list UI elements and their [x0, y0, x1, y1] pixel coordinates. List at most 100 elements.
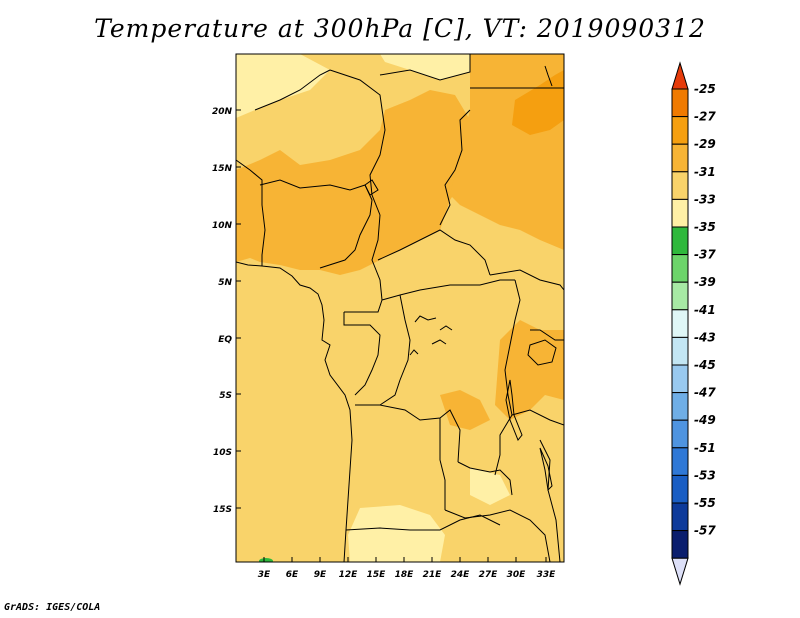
border-libya — [379, 54, 471, 81]
lake-tanganyika — [505, 379, 523, 441]
border-ethiopia — [544, 65, 553, 87]
political-boundaries — [236, 54, 564, 562]
colorbar-top-arrow — [671, 61, 689, 90]
colorbar-label: -57 — [694, 524, 716, 538]
colorbar-label: -49 — [694, 413, 716, 427]
colorbar-label: -27 — [694, 110, 716, 124]
lat-tick-label: EQ — [218, 335, 232, 345]
colorbar-label: -55 — [694, 496, 716, 510]
colorbar-label: -43 — [694, 330, 716, 344]
colorbar-label: -31 — [694, 165, 716, 179]
border-drc-west — [360, 294, 411, 406]
coastline-west — [236, 261, 353, 562]
river-fragment-2 — [409, 349, 419, 356]
border-nigeria-east — [319, 184, 373, 269]
border-chad-sudan — [439, 109, 471, 226]
lake-chad — [364, 179, 379, 196]
colorbar-swatch — [671, 281, 689, 311]
colorbar-swatch — [671, 143, 689, 173]
border-nigeria-west — [261, 204, 266, 266]
grads-credit: GrADS: IGES/COLA — [4, 602, 101, 613]
border-cameroon — [344, 214, 383, 313]
border-uganda-kenya — [530, 329, 564, 341]
colorbar-label: -37 — [694, 248, 716, 262]
border-angola-east — [439, 418, 446, 510]
colorbar-label: -33 — [694, 192, 716, 206]
border-congo — [343, 312, 381, 396]
field-region-35 — [236, 54, 330, 118]
border-nigeria-north — [259, 179, 366, 191]
colorbar-swatch — [671, 171, 689, 200]
colorbar-label: -35 — [694, 220, 716, 234]
temperature-field — [236, 54, 564, 562]
lon-tick-label: 33E — [537, 570, 557, 580]
lon-tick-label: 12E — [339, 570, 359, 580]
colorbar-swatch — [671, 88, 689, 118]
border-namibia-angola — [345, 514, 501, 531]
colorbar-label: -25 — [694, 82, 716, 96]
colorbar-label: -51 — [694, 441, 716, 455]
border-south-sudan — [489, 269, 564, 291]
colorbar-swatch — [671, 309, 689, 338]
map-title: Temperature at 300hPa [C], VT: 201909031… — [94, 14, 706, 43]
lat-tick-label: 15N — [212, 164, 233, 174]
coastline-east-arc — [236, 159, 263, 205]
border-zambia-south — [444, 509, 551, 562]
colorbar-swatch — [671, 226, 689, 256]
colorbar-swatch — [671, 254, 689, 283]
field-region-35-southeast — [470, 468, 510, 505]
colorbar-swatch — [671, 419, 689, 449]
latitude-axis: 20N 15N 10N 5N EQ 5S 10S 15S — [212, 107, 241, 515]
lake-victoria — [527, 339, 557, 366]
colorbar-swatch — [671, 336, 689, 366]
colorbar-swatch — [671, 502, 689, 532]
river-congo — [414, 315, 437, 323]
lon-tick-label: 18E — [395, 570, 415, 580]
lon-tick-label: 15E — [367, 570, 387, 580]
lat-tick-label: 10N — [212, 221, 233, 231]
river-fragment-1 — [439, 325, 453, 331]
border-sahara-2 — [254, 69, 331, 111]
lat-tick-label: 5N — [218, 278, 232, 288]
colorbar-label: -29 — [694, 137, 716, 151]
colorbar-swatch — [671, 474, 689, 504]
lat-tick-label: 15S — [213, 505, 232, 515]
colorbar-label: -47 — [694, 386, 716, 400]
border-tanzania — [511, 409, 564, 426]
border-car-north — [377, 229, 491, 276]
river-fragment-3 — [431, 339, 447, 345]
border-angola-north — [355, 404, 461, 463]
border-drc-east — [494, 279, 521, 476]
border-sahara-1 — [329, 69, 386, 216]
lat-tick-label: 5S — [219, 391, 232, 401]
colorbar-label: -45 — [694, 358, 716, 372]
lat-tick-label: 20N — [212, 107, 233, 117]
colorbar-bottom-arrow — [671, 557, 689, 586]
field-region-37 — [259, 558, 273, 562]
colorbar-swatch — [671, 530, 689, 559]
lon-tick-label: 30E — [507, 570, 527, 580]
lake-malawi — [539, 447, 553, 492]
lon-tick-label: 21E — [423, 570, 443, 580]
colorbar-swatch — [671, 392, 689, 421]
lon-tick-label: 6E — [286, 570, 299, 580]
colorbar-label: -39 — [694, 275, 716, 289]
field-region-31-central — [440, 390, 490, 430]
border-zambia — [457, 461, 513, 496]
field-region-35-east — [380, 54, 470, 80]
colorbar: -25 -27 -29 -31 -33 -35 -37 -39 -41 -43 -45 -47 -49 -… — [671, 61, 716, 586]
colorbar-swatch — [671, 447, 689, 476]
map-frame — [235, 53, 565, 563]
lon-tick-label: 27E — [479, 570, 499, 580]
field-region-31-sahel — [236, 90, 470, 275]
field-region-35-south — [348, 505, 445, 562]
longitude-axis: 3E 6E 9E 12E 15E 18E 21E 24E 27E 30E 33E — [258, 557, 556, 580]
lon-tick-label: 24E — [451, 570, 471, 580]
colorbar-swatch — [671, 116, 689, 145]
lat-tick-label: 10S — [213, 448, 232, 458]
colorbar-label: -41 — [694, 303, 716, 317]
field-region-29 — [512, 70, 564, 135]
colorbar-label: -53 — [694, 468, 716, 482]
